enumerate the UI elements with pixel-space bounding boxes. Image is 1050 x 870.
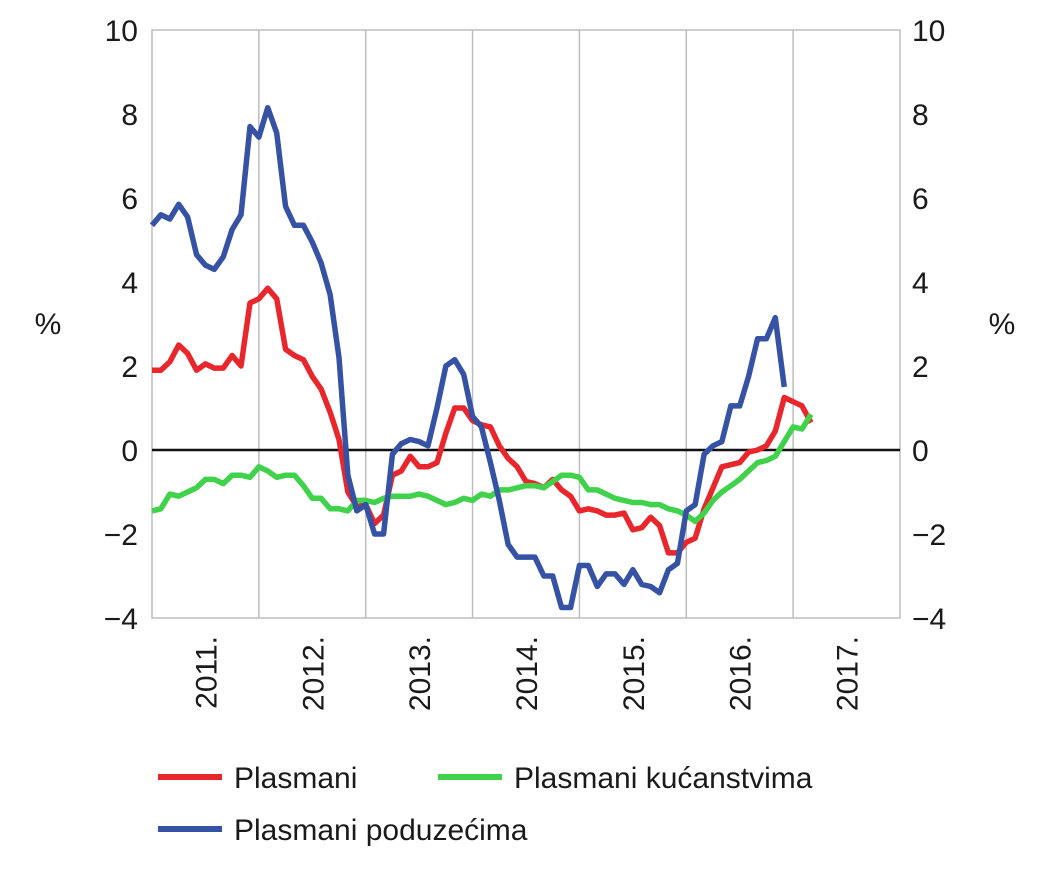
series-line-0: [152, 285, 814, 556]
y-tick-left-0: −4: [104, 603, 138, 636]
y-tick-right-0: −4: [912, 603, 946, 636]
x-tick-3: 2014.: [511, 636, 544, 711]
y-tick-left-7: 10: [105, 15, 138, 48]
series-line-1: [151, 412, 814, 525]
legend: Plasmani Plasmani kućanstvima Plasmani pod…: [158, 762, 813, 847]
y-tick-left-1: −2: [104, 519, 138, 552]
x-tick-5: 2016.: [725, 636, 758, 711]
x-axis: 2011. 2012. 2013. 2014. 2015. 2016. 2017.: [190, 636, 864, 711]
y-axis-right: −4 −2 0 2 4 6 8 10: [912, 15, 946, 636]
y-tick-left-5: 6: [121, 183, 138, 216]
y-tick-right-6: 8: [912, 99, 929, 132]
y-tick-left-2: 0: [121, 435, 138, 468]
legend-label-2: Plasmani poduzećima: [234, 814, 528, 847]
y-tick-left-3: 2: [121, 351, 138, 384]
x-tick-2: 2013.: [404, 636, 437, 711]
vertical-gridlines: [258, 30, 794, 618]
legend-label-0: Plasmani: [234, 762, 357, 795]
y-tick-right-1: −2: [912, 519, 946, 552]
y-tick-right-5: 6: [912, 183, 929, 216]
y-tick-right-4: 4: [912, 267, 929, 300]
y-tick-right-2: 0: [912, 435, 929, 468]
plot-border: [151, 29, 901, 619]
y-axis-left-unit: %: [35, 308, 62, 341]
y-tick-left-4: 4: [121, 267, 138, 300]
series-line-2: [149, 104, 787, 611]
y-tick-left-6: 8: [121, 99, 138, 132]
x-tick-4: 2015.: [618, 636, 651, 711]
plot-frame: [151, 29, 901, 619]
x-tick-6: 2017.: [832, 636, 865, 711]
y-axis-right-unit: %: [989, 308, 1016, 341]
legend-label-1: Plasmani kućanstvima: [514, 762, 813, 795]
y-axis-left: −4 −2 0 2 4 6 8 10: [104, 15, 138, 636]
y-tick-right-3: 2: [912, 351, 929, 384]
x-tick-0: 2011.: [190, 636, 223, 709]
y-tick-right-7: 10: [912, 15, 945, 48]
x-tick-1: 2012.: [297, 636, 330, 711]
series-layer: [149, 104, 814, 611]
